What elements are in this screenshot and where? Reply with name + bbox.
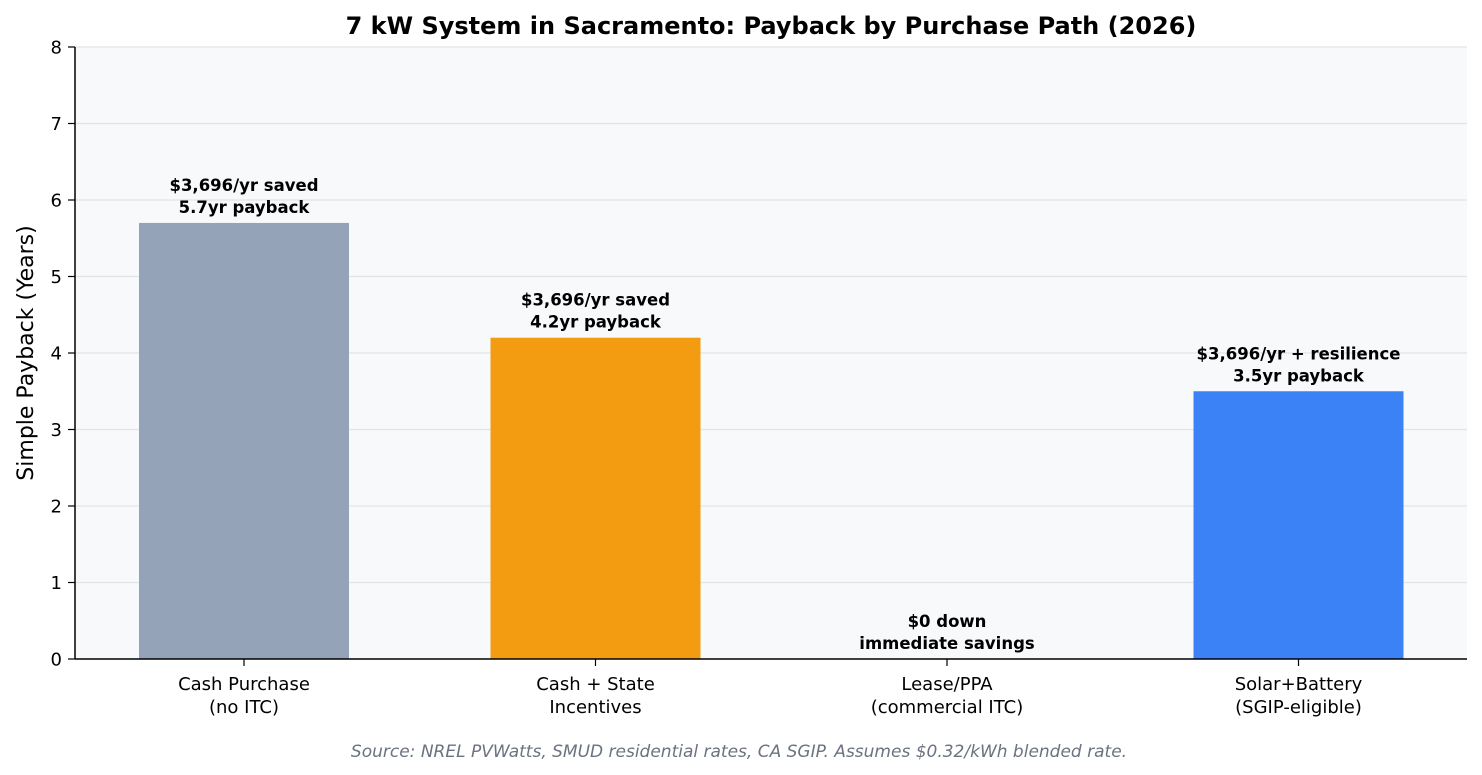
y-axis-label: Simple Payback (Years) <box>14 225 39 480</box>
x-tick-label: Incentives <box>549 697 641 718</box>
y-tick-labels: 0 1 2 3 4 5 6 7 8 <box>51 38 62 671</box>
bar-annotation: $3,696/yr saved <box>169 176 318 195</box>
chart-title: 7 kW System in Sacramento: Payback by Pu… <box>346 12 1197 40</box>
bar-annotation: $3,696/yr + resilience <box>1197 344 1401 363</box>
y-tick-label: 3 <box>51 420 62 441</box>
bar-annotations: $3,696/yr saved 5.7yr payback $3,696/yr sa… <box>169 176 1400 653</box>
x-tick-label: Solar+Battery <box>1235 674 1363 695</box>
y-tick-label: 5 <box>51 267 62 288</box>
y-tick-label: 2 <box>51 497 62 518</box>
bar <box>1193 391 1404 659</box>
bar-annotation: 4.2yr payback <box>530 313 662 332</box>
x-tick-labels: Cash Purchase(no ITC) Cash + StateIncenti… <box>178 674 1363 718</box>
bars <box>139 222 1404 659</box>
bar-annotation: $0 down <box>908 612 987 631</box>
x-tick-label: (SGIP-eligible) <box>1235 697 1362 718</box>
x-tick-label: Cash + State <box>536 674 655 695</box>
bar-annotation: 5.7yr payback <box>179 198 311 217</box>
source-note: Source: NREL PVWatts, SMUD residential r… <box>351 742 1127 762</box>
x-tick-label: Cash Purchase <box>178 674 310 695</box>
axes <box>68 46 1467 666</box>
bar-annotation: 3.5yr payback <box>1233 366 1365 385</box>
y-tick-label: 0 <box>51 650 62 671</box>
y-tick-label: 8 <box>51 38 62 59</box>
bar <box>139 222 349 659</box>
bar-annotation: $3,696/yr saved <box>521 291 670 310</box>
x-tick-label: Lease/PPA <box>901 674 993 695</box>
y-tick-label: 1 <box>51 573 62 594</box>
y-tick-label: 6 <box>51 191 62 212</box>
bar <box>490 337 701 659</box>
y-tick-label: 7 <box>51 114 62 135</box>
x-tick-label: (commercial ITC) <box>871 697 1024 718</box>
x-tick-label: (no ITC) <box>209 697 279 718</box>
bar-annotation: immediate savings <box>859 634 1035 653</box>
y-tick-label: 4 <box>51 344 62 365</box>
